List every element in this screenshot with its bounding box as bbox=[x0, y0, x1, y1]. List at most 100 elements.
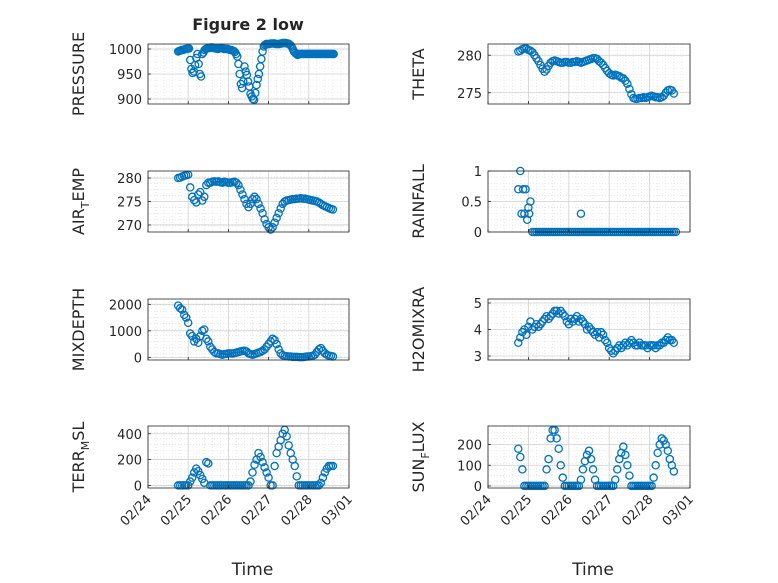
data-point bbox=[292, 472, 301, 481]
x-tick-label: 02/28 bbox=[279, 492, 316, 529]
data-point bbox=[284, 441, 293, 450]
y-tick-label: 900 bbox=[117, 93, 142, 108]
data-point bbox=[252, 80, 261, 90]
data-point bbox=[236, 79, 246, 89]
data-point bbox=[550, 425, 559, 435]
data-point bbox=[204, 337, 213, 346]
data-point bbox=[328, 205, 338, 214]
data-point bbox=[255, 62, 265, 71]
y-axis-label: SUNFLUX bbox=[409, 421, 432, 492]
data-point bbox=[240, 194, 249, 204]
data-point bbox=[518, 185, 528, 194]
axes-box bbox=[147, 425, 350, 489]
y-axis-label: THETA bbox=[409, 48, 428, 100]
y-tick-label: 0 bbox=[474, 226, 482, 241]
axes-box bbox=[487, 425, 691, 489]
data-point bbox=[183, 318, 193, 328]
x-tick-label: 02/28 bbox=[619, 492, 656, 529]
data-point bbox=[514, 338, 523, 348]
y-tick-label: 270 bbox=[117, 219, 142, 234]
data-point bbox=[270, 218, 279, 227]
y-tick-label: 4 bbox=[474, 324, 482, 339]
data-point bbox=[619, 74, 628, 83]
y-tick-label: 0 bbox=[134, 351, 142, 366]
data-point bbox=[625, 471, 634, 480]
data-point bbox=[604, 69, 614, 78]
y-tick-label: 2000 bbox=[109, 298, 142, 313]
data-point bbox=[613, 465, 622, 474]
data-point bbox=[558, 473, 567, 482]
data-point bbox=[270, 461, 279, 471]
data-point bbox=[257, 54, 266, 64]
data-point bbox=[649, 473, 658, 482]
data-point bbox=[663, 446, 673, 456]
data-point bbox=[270, 335, 279, 345]
data-point bbox=[544, 454, 553, 464]
data-point bbox=[588, 465, 598, 474]
data-point bbox=[193, 49, 202, 59]
data-point bbox=[260, 463, 269, 472]
subplot-2: 275 280 THETA bbox=[409, 43, 691, 105]
data-point bbox=[246, 199, 255, 209]
data-point bbox=[230, 47, 240, 57]
subplot-1: 900 950 1000 PRESSURE bbox=[69, 32, 350, 116]
data-point bbox=[185, 183, 195, 192]
data-point bbox=[540, 481, 549, 491]
data-point bbox=[232, 178, 241, 187]
data-point bbox=[181, 313, 191, 322]
data-point bbox=[175, 304, 185, 313]
data-point bbox=[187, 473, 197, 482]
data-point bbox=[268, 334, 277, 344]
data-point bbox=[576, 475, 586, 484]
data-point bbox=[274, 208, 283, 218]
data-point bbox=[274, 345, 283, 354]
data-point bbox=[272, 213, 281, 223]
data-point bbox=[198, 326, 207, 336]
subplot-8: 0 100 200 SUNFLUX 02/24 02/25 02/26 02/27 02/28 0… bbox=[409, 421, 697, 580]
data-point bbox=[669, 338, 679, 348]
data-point bbox=[282, 432, 291, 441]
data-point bbox=[239, 77, 248, 86]
y-axis-label: AIRTEMP bbox=[69, 168, 92, 235]
subplot-3: 270 275 280 AIRTEMP bbox=[69, 168, 350, 235]
x-axis-label: Time bbox=[231, 560, 274, 580]
data-point bbox=[556, 461, 565, 470]
data-point bbox=[290, 461, 299, 471]
data-point bbox=[316, 478, 326, 488]
data-point bbox=[524, 209, 534, 218]
data-point bbox=[546, 58, 555, 68]
data-point bbox=[238, 190, 247, 199]
data-point bbox=[196, 72, 206, 81]
data-point bbox=[596, 58, 606, 68]
data-point bbox=[328, 461, 338, 471]
y-tick-label: 1 bbox=[474, 165, 482, 180]
data-point bbox=[272, 339, 281, 349]
x-tick-label: 02/25 bbox=[158, 492, 195, 529]
x-tick-label: 02/27 bbox=[238, 492, 275, 529]
data-point bbox=[234, 180, 243, 190]
x-axis-label: Time bbox=[571, 560, 614, 580]
axes-box bbox=[487, 43, 691, 105]
y-tick-label: 5 bbox=[474, 297, 482, 312]
y-tick-label: 0 bbox=[134, 479, 142, 494]
data-point bbox=[625, 84, 634, 94]
data-point bbox=[552, 434, 561, 443]
axes-box bbox=[147, 298, 350, 361]
y-tick-label: 200 bbox=[117, 454, 142, 469]
data-point bbox=[318, 473, 328, 482]
data-point bbox=[256, 204, 265, 213]
figure-title: Figure 2 low bbox=[192, 15, 304, 34]
data-point bbox=[262, 468, 271, 477]
data-point bbox=[264, 473, 273, 482]
y-tick-label: 200 bbox=[457, 439, 482, 454]
data-point bbox=[669, 89, 679, 98]
y-tick-label: 280 bbox=[457, 49, 482, 64]
x-tick-label: 02/26 bbox=[539, 492, 576, 529]
data-point bbox=[653, 448, 662, 458]
data-point bbox=[540, 67, 549, 77]
data-point bbox=[314, 345, 324, 354]
data-point bbox=[546, 434, 555, 443]
data-point bbox=[576, 209, 586, 218]
data-point bbox=[248, 468, 257, 477]
